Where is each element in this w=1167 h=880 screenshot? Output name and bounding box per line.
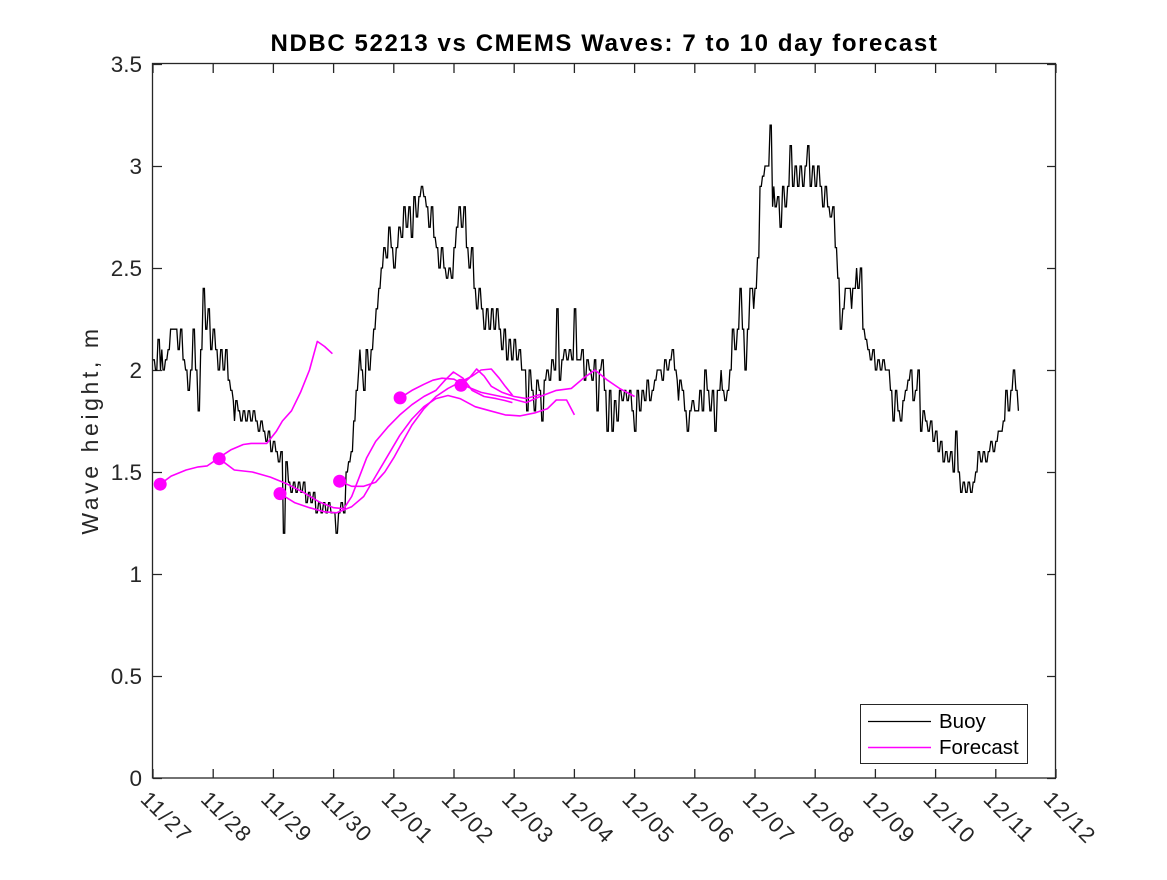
svg-text:2: 2: [129, 358, 142, 383]
svg-text:1.5: 1.5: [111, 460, 142, 485]
svg-text:0.5: 0.5: [111, 664, 142, 689]
svg-text:3.5: 3.5: [111, 52, 142, 77]
svg-text:2.5: 2.5: [111, 256, 142, 281]
svg-text:0: 0: [129, 766, 142, 791]
svg-text:1: 1: [129, 562, 142, 587]
svg-text:Forecast: Forecast: [939, 736, 1019, 759]
svg-text:NDBC 52213 vs CMEMS Waves: 7 t: NDBC 52213 vs CMEMS Waves: 7 to 10 day f…: [271, 30, 939, 57]
svg-text:Wave height, m: Wave height, m: [77, 325, 103, 534]
svg-text:3: 3: [129, 154, 142, 179]
svg-text:Buoy: Buoy: [939, 710, 986, 733]
